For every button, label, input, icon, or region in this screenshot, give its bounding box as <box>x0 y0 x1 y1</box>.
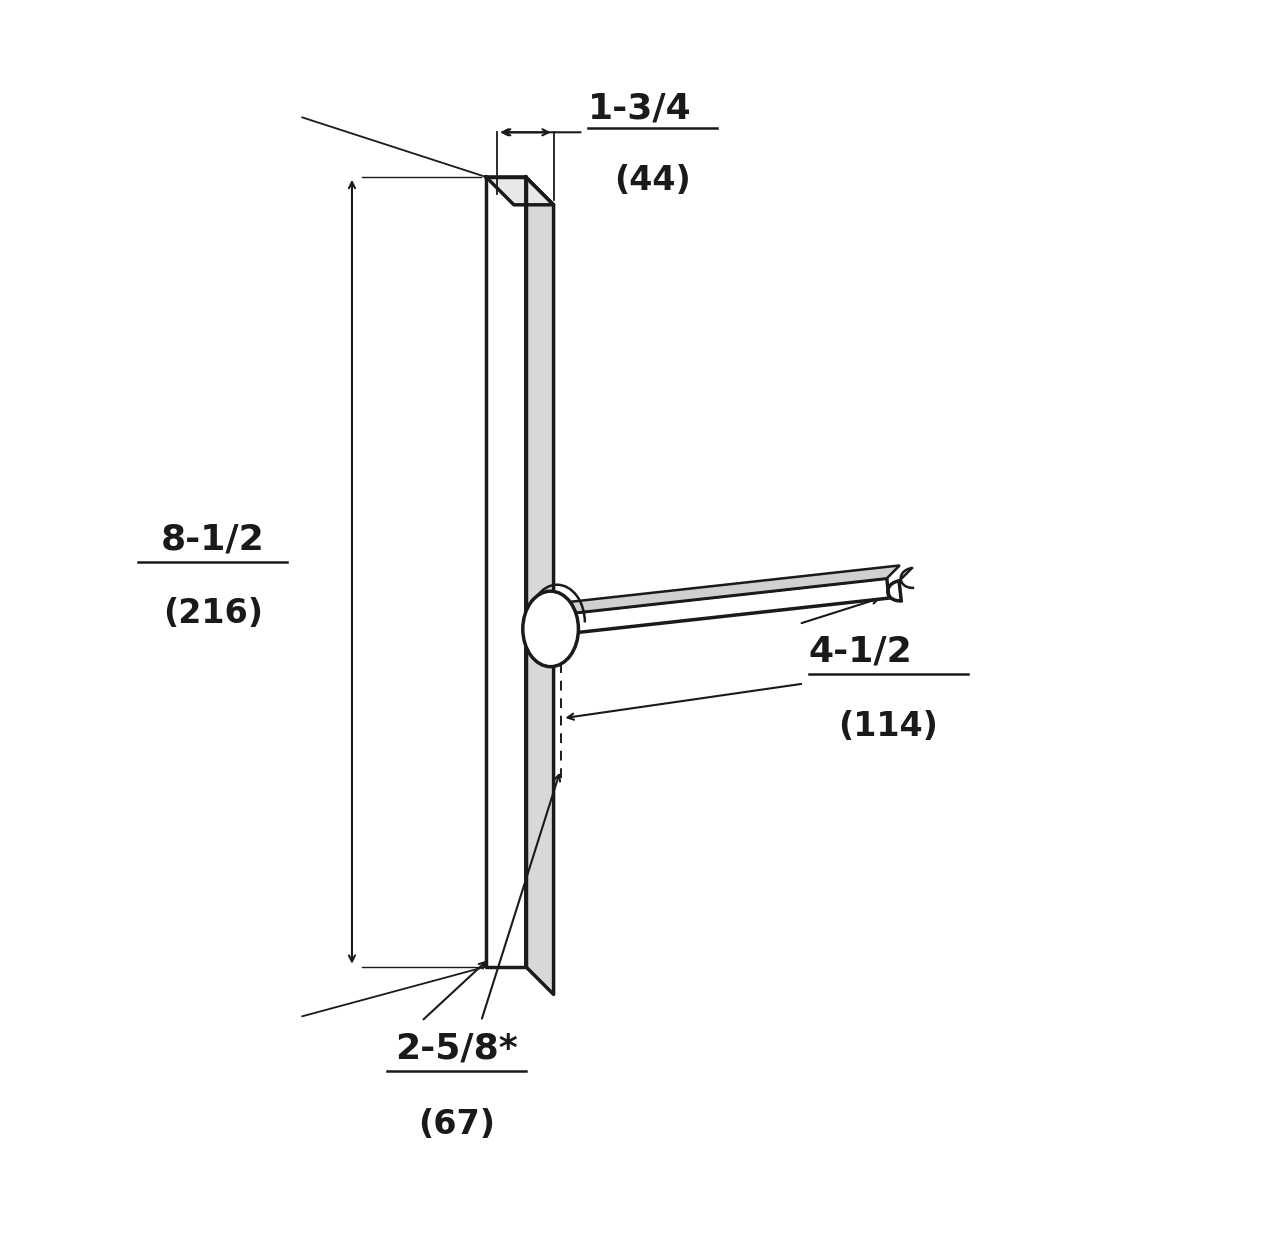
Text: (114): (114) <box>838 711 938 743</box>
Text: 8-1/2: 8-1/2 <box>161 523 265 557</box>
Text: 4-1/2: 4-1/2 <box>809 634 913 669</box>
Polygon shape <box>554 565 900 615</box>
Polygon shape <box>526 176 553 995</box>
Ellipse shape <box>522 591 579 666</box>
Polygon shape <box>486 176 553 205</box>
Text: (67): (67) <box>417 1108 495 1140</box>
Text: (44): (44) <box>614 164 691 197</box>
Polygon shape <box>554 579 890 634</box>
Text: 1-3/4: 1-3/4 <box>589 91 692 126</box>
Text: 2-5/8*: 2-5/8* <box>394 1032 517 1066</box>
Polygon shape <box>486 176 526 966</box>
Text: (216): (216) <box>163 596 262 629</box>
